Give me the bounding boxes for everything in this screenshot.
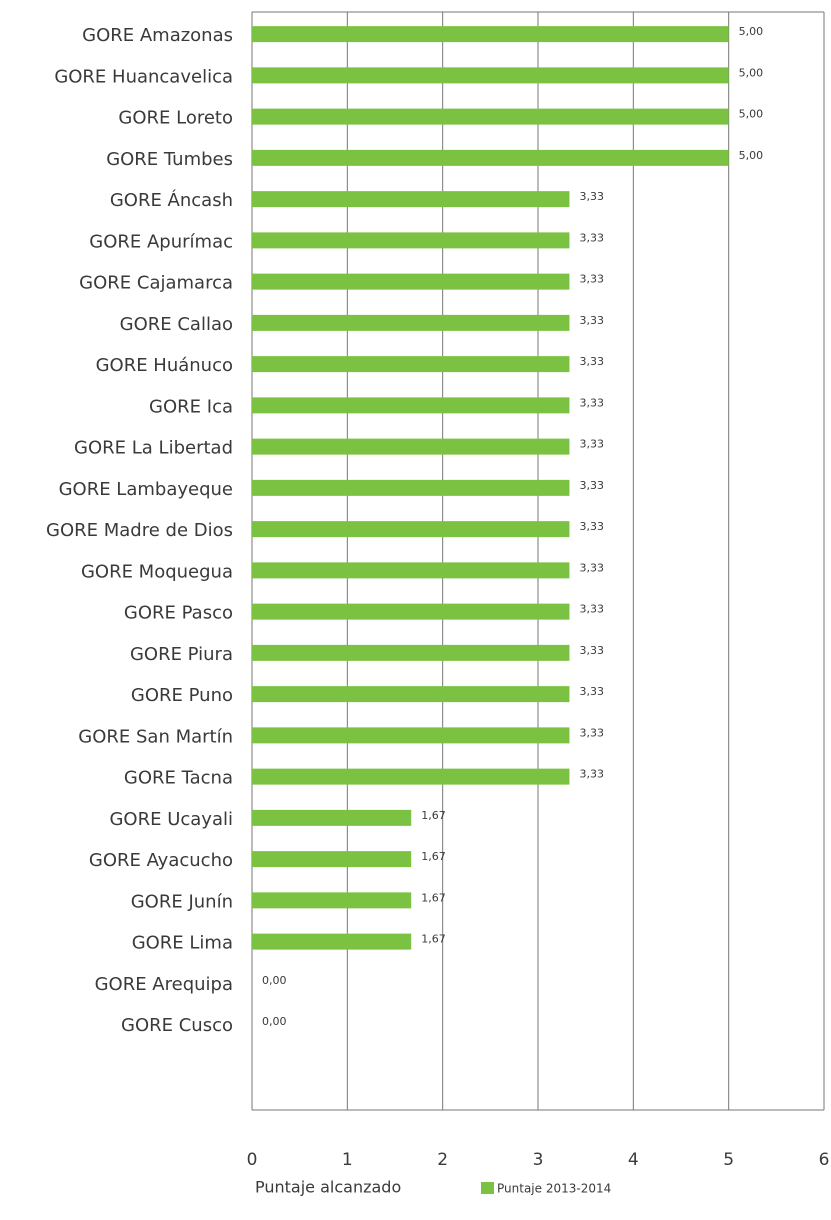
value-label: 3,33 bbox=[579, 561, 604, 574]
bar bbox=[252, 232, 570, 249]
y-tick-label: GORE Moquegua bbox=[81, 561, 233, 582]
value-label: 3,33 bbox=[579, 273, 604, 286]
x-tick-label: 2 bbox=[437, 1150, 448, 1170]
bar bbox=[252, 149, 729, 166]
legend-swatch bbox=[481, 1182, 494, 1194]
value-label: 3,33 bbox=[579, 768, 604, 781]
x-tick-label: 6 bbox=[819, 1150, 830, 1170]
y-tick-label: GORE Cajamarca bbox=[79, 273, 233, 294]
bar bbox=[252, 356, 570, 373]
y-tick-label: GORE Áncash bbox=[110, 189, 233, 211]
y-tick-label: GORE Puno bbox=[131, 685, 233, 706]
bar bbox=[252, 521, 570, 538]
y-tick-label: GORE Apurímac bbox=[89, 231, 233, 252]
value-label: 5,00 bbox=[739, 149, 764, 162]
bar bbox=[252, 603, 570, 620]
value-label: 3,33 bbox=[579, 726, 604, 739]
y-tick-label: GORE Ayacucho bbox=[89, 850, 233, 871]
x-tick-label: 3 bbox=[533, 1150, 544, 1170]
y-tick-label: GORE Ica bbox=[149, 396, 233, 417]
bar bbox=[252, 727, 570, 744]
y-tick-label: GORE Ucayali bbox=[109, 809, 233, 830]
y-tick-label: GORE San Martín bbox=[78, 726, 233, 747]
y-tick-label: GORE Piura bbox=[130, 644, 233, 665]
bar bbox=[252, 108, 729, 125]
value-label: 3,33 bbox=[579, 520, 604, 533]
x-tick-label: 0 bbox=[247, 1150, 258, 1170]
y-tick-label: GORE Cusco bbox=[121, 1015, 233, 1036]
value-label: 5,00 bbox=[739, 108, 764, 121]
value-label: 3,33 bbox=[579, 479, 604, 492]
y-tick-label: GORE Callao bbox=[120, 314, 233, 335]
bar bbox=[252, 562, 570, 579]
y-tick-label: GORE Tacna bbox=[124, 768, 233, 789]
value-label: 3,33 bbox=[579, 644, 604, 657]
value-label: 1,67 bbox=[421, 891, 446, 904]
value-label: 3,33 bbox=[579, 190, 604, 203]
value-label: 1,67 bbox=[421, 809, 446, 822]
bar bbox=[252, 397, 570, 414]
bar bbox=[252, 191, 570, 208]
bar bbox=[252, 892, 412, 909]
x-axis-label: Puntaje alcanzado bbox=[255, 1178, 401, 1197]
x-tick-label: 4 bbox=[628, 1150, 639, 1170]
y-tick-label: GORE Arequipa bbox=[95, 974, 233, 995]
value-label: 3,33 bbox=[579, 355, 604, 368]
value-label: 3,33 bbox=[579, 231, 604, 244]
y-tick-label: GORE Lima bbox=[132, 933, 233, 954]
bar bbox=[252, 438, 570, 455]
y-tick-label: GORE Tumbes bbox=[106, 149, 233, 170]
value-label: 0,00 bbox=[262, 974, 287, 987]
y-tick-label: GORE Huánuco bbox=[96, 355, 233, 376]
bar bbox=[252, 768, 570, 785]
y-tick-label: GORE Loreto bbox=[118, 108, 233, 129]
y-tick-label: GORE Amazonas bbox=[82, 25, 233, 46]
bar bbox=[252, 273, 570, 290]
value-label: 3,33 bbox=[579, 685, 604, 698]
bar bbox=[252, 314, 570, 331]
y-tick-label: GORE Lambayeque bbox=[59, 479, 233, 500]
y-tick-label: GORE Pasco bbox=[124, 603, 233, 624]
bar bbox=[252, 851, 412, 868]
value-label: 1,67 bbox=[421, 850, 446, 863]
bar bbox=[252, 67, 729, 84]
value-label: 3,33 bbox=[579, 438, 604, 451]
bar bbox=[252, 686, 570, 703]
bar bbox=[252, 479, 570, 496]
value-label: 3,33 bbox=[579, 396, 604, 409]
legend-label: Puntaje 2013-2014 bbox=[497, 1182, 611, 1196]
value-label: 5,00 bbox=[739, 66, 764, 79]
value-label: 5,00 bbox=[739, 25, 764, 38]
x-tick-label: 1 bbox=[342, 1150, 353, 1170]
y-tick-label: GORE Junín bbox=[131, 891, 233, 912]
bar bbox=[252, 933, 412, 950]
value-label: 1,67 bbox=[421, 933, 446, 946]
bar bbox=[252, 26, 729, 43]
y-tick-label: GORE Huancavelica bbox=[54, 66, 233, 87]
x-tick-label: 5 bbox=[723, 1150, 734, 1170]
bar bbox=[252, 644, 570, 661]
bar bbox=[252, 809, 412, 826]
y-tick-label: GORE La Libertad bbox=[74, 438, 233, 459]
y-tick-label: GORE Madre de Dios bbox=[46, 520, 233, 541]
value-label: 3,33 bbox=[579, 603, 604, 616]
value-label: 0,00 bbox=[262, 1015, 287, 1028]
value-label: 3,33 bbox=[579, 314, 604, 327]
